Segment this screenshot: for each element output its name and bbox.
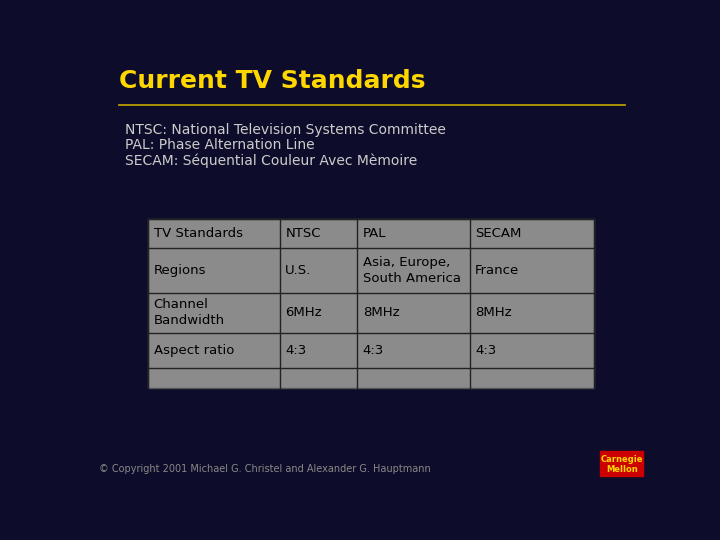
Text: © Copyright 2001 Michael G. Christel and Alexander G. Hauptmann: © Copyright 2001 Michael G. Christel and… [99,464,431,475]
Text: TV Standards: TV Standards [153,227,243,240]
Text: 4:3: 4:3 [363,344,384,357]
Text: NTSC: National Television Systems Committee: NTSC: National Television Systems Commit… [125,123,446,137]
Text: Mellon: Mellon [606,464,637,474]
Text: Asia, Europe,
South America: Asia, Europe, South America [363,256,461,285]
Text: 6MHz: 6MHz [285,306,322,319]
Text: Carnegie: Carnegie [600,455,643,464]
Text: France: France [475,264,519,277]
Text: SECAM: Séquential Couleur Avec Mèmoire: SECAM: Séquential Couleur Avec Mèmoire [125,153,417,168]
FancyBboxPatch shape [148,219,594,388]
Text: 8MHz: 8MHz [475,306,512,319]
Text: NTSC: NTSC [285,227,321,240]
Text: 4:3: 4:3 [475,344,496,357]
Text: Aspect ratio: Aspect ratio [153,344,234,357]
Text: Regions: Regions [153,264,206,277]
Text: Channel
Bandwidth: Channel Bandwidth [153,298,225,327]
Text: PAL: Phase Alternation Line: PAL: Phase Alternation Line [125,138,315,152]
Text: U.S.: U.S. [285,264,312,277]
Text: SECAM: SECAM [475,227,521,240]
Text: 4:3: 4:3 [285,344,307,357]
Text: PAL: PAL [363,227,387,240]
FancyBboxPatch shape [600,451,644,476]
Text: 8MHz: 8MHz [363,306,400,319]
Text: Current TV Standards: Current TV Standards [120,69,426,93]
